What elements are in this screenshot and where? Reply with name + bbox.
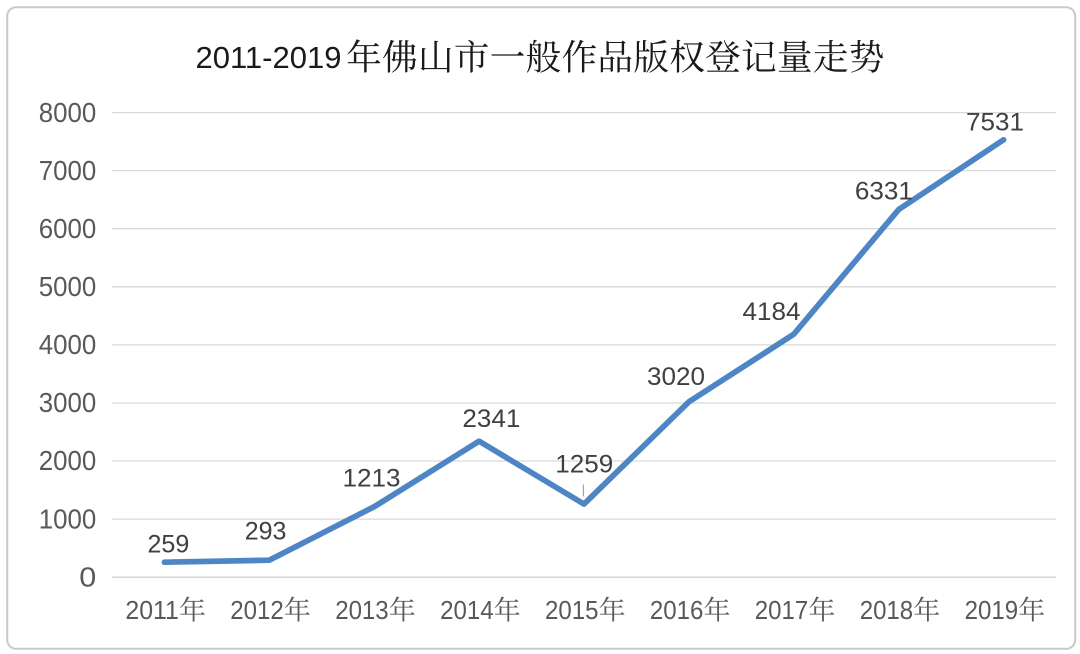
svg-text:2018: 2018 bbox=[860, 595, 914, 625]
svg-text:4000: 4000 bbox=[39, 329, 97, 360]
svg-text:2011: 2011 bbox=[125, 595, 178, 625]
svg-text:1000: 1000 bbox=[39, 503, 97, 534]
svg-text:293: 293 bbox=[245, 518, 287, 546]
svg-text:2013: 2013 bbox=[335, 595, 389, 625]
svg-text:1259: 1259 bbox=[555, 451, 613, 479]
svg-text:7000: 7000 bbox=[39, 155, 97, 186]
svg-text:2011-2019: 2011-2019 bbox=[196, 40, 342, 75]
svg-text:6331: 6331 bbox=[855, 178, 913, 206]
svg-text:259: 259 bbox=[148, 531, 190, 559]
svg-text:2341: 2341 bbox=[462, 405, 520, 433]
svg-text:3020: 3020 bbox=[647, 363, 705, 391]
svg-text:1213: 1213 bbox=[343, 465, 401, 493]
svg-text:2014: 2014 bbox=[440, 595, 494, 625]
svg-text:5000: 5000 bbox=[39, 271, 97, 302]
svg-text:4184: 4184 bbox=[743, 298, 801, 326]
svg-text:2016: 2016 bbox=[650, 595, 704, 625]
svg-text:0: 0 bbox=[79, 561, 96, 592]
svg-text:3000: 3000 bbox=[39, 387, 97, 418]
svg-text:2017: 2017 bbox=[755, 595, 809, 625]
svg-text:2000: 2000 bbox=[39, 445, 97, 476]
svg-text:2015: 2015 bbox=[545, 595, 599, 625]
svg-text:2019: 2019 bbox=[965, 595, 1019, 625]
svg-text:8000: 8000 bbox=[39, 97, 97, 128]
svg-text:6000: 6000 bbox=[39, 213, 97, 244]
svg-text:2012: 2012 bbox=[230, 595, 283, 625]
svg-text:7531: 7531 bbox=[966, 109, 1024, 137]
